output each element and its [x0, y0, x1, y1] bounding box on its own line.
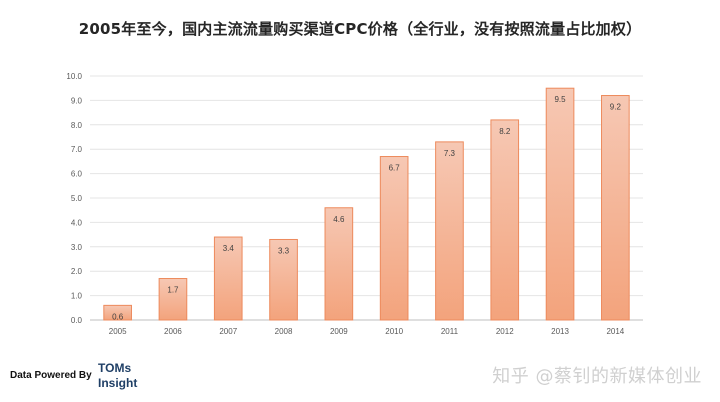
brand-logo: TOMs Insight [98, 361, 137, 391]
bar-2006 [158, 278, 188, 321]
y-tick-label: 10.0 [66, 72, 82, 81]
bars: 0.6 1.7 3.4 3.3 4.6 6.7 7.3 8.2 9.5 9.2 [103, 87, 630, 321]
brand-line-1: TOMs [98, 361, 132, 375]
data-powered-by-label: Data Powered By [10, 370, 92, 381]
y-tick-label: 8.0 [71, 121, 83, 130]
bar-value-label: 9.5 [554, 95, 566, 104]
bar-value-label: 1.7 [167, 286, 179, 295]
x-axis-ticks: 2005 2006 2007 2008 2009 2010 2011 2012 2013 2014 [109, 327, 625, 336]
bar-2007 [213, 236, 243, 321]
bar-2005 [103, 304, 132, 321]
y-tick-label: 2.0 [71, 267, 83, 276]
x-tick-label: 2006 [164, 327, 182, 336]
x-tick-label: 2011 [441, 327, 459, 336]
bar-2010 [379, 156, 409, 321]
brand-line-2: Insight [98, 376, 138, 390]
chart-title: 2005年至今，国内主流流量购买渠道CPC价格（全行业，没有按照流量占比加权） [78, 20, 642, 38]
bar-value-label: 9.2 [610, 103, 622, 112]
x-tick-label: 2014 [606, 327, 624, 336]
y-tick-label: 4.0 [71, 218, 83, 227]
x-tick-label: 2012 [496, 327, 514, 336]
x-tick-label: 2007 [219, 327, 237, 336]
bar-value-label: 4.6 [333, 215, 345, 224]
bar-value-label: 8.2 [499, 127, 511, 136]
bar-2009 [324, 207, 354, 321]
bar-2012 [490, 119, 520, 321]
bar-value-label: 3.4 [223, 244, 235, 253]
x-tick-label: 2013 [551, 327, 569, 336]
x-tick-label: 2008 [275, 327, 293, 336]
bar-2014 [601, 95, 630, 321]
y-tick-label: 0.0 [71, 316, 83, 325]
y-axis-ticks: 0.0 1.0 2.0 3.0 4.0 5.0 6.0 7.0 8.0 9.0 10.0 [66, 72, 82, 325]
bar-value-label: 7.3 [444, 149, 456, 158]
bar-2011 [435, 141, 464, 321]
x-tick-label: 2005 [109, 327, 127, 336]
y-tick-label: 6.0 [71, 170, 83, 179]
y-tick-label: 7.0 [71, 145, 83, 154]
x-tick-label: 2010 [385, 327, 403, 336]
y-tick-label: 1.0 [71, 292, 83, 301]
watermark: 知乎 @蔡钊的新媒体创业 [492, 366, 702, 387]
y-tick-label: 5.0 [71, 194, 83, 203]
bar-value-label: 3.3 [278, 246, 290, 255]
y-tick-label: 3.0 [71, 243, 83, 252]
bar-2008 [269, 238, 298, 321]
bar-value-label: 6.7 [389, 164, 401, 173]
y-tick-label: 9.0 [71, 96, 83, 105]
bar-value-label: 0.6 [112, 312, 124, 321]
x-tick-label: 2009 [330, 327, 348, 336]
bar-2013 [545, 87, 575, 321]
